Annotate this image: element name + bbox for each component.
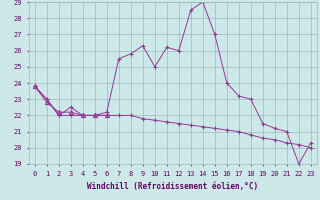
X-axis label: Windchill (Refroidissement éolien,°C): Windchill (Refroidissement éolien,°C) <box>87 183 258 192</box>
